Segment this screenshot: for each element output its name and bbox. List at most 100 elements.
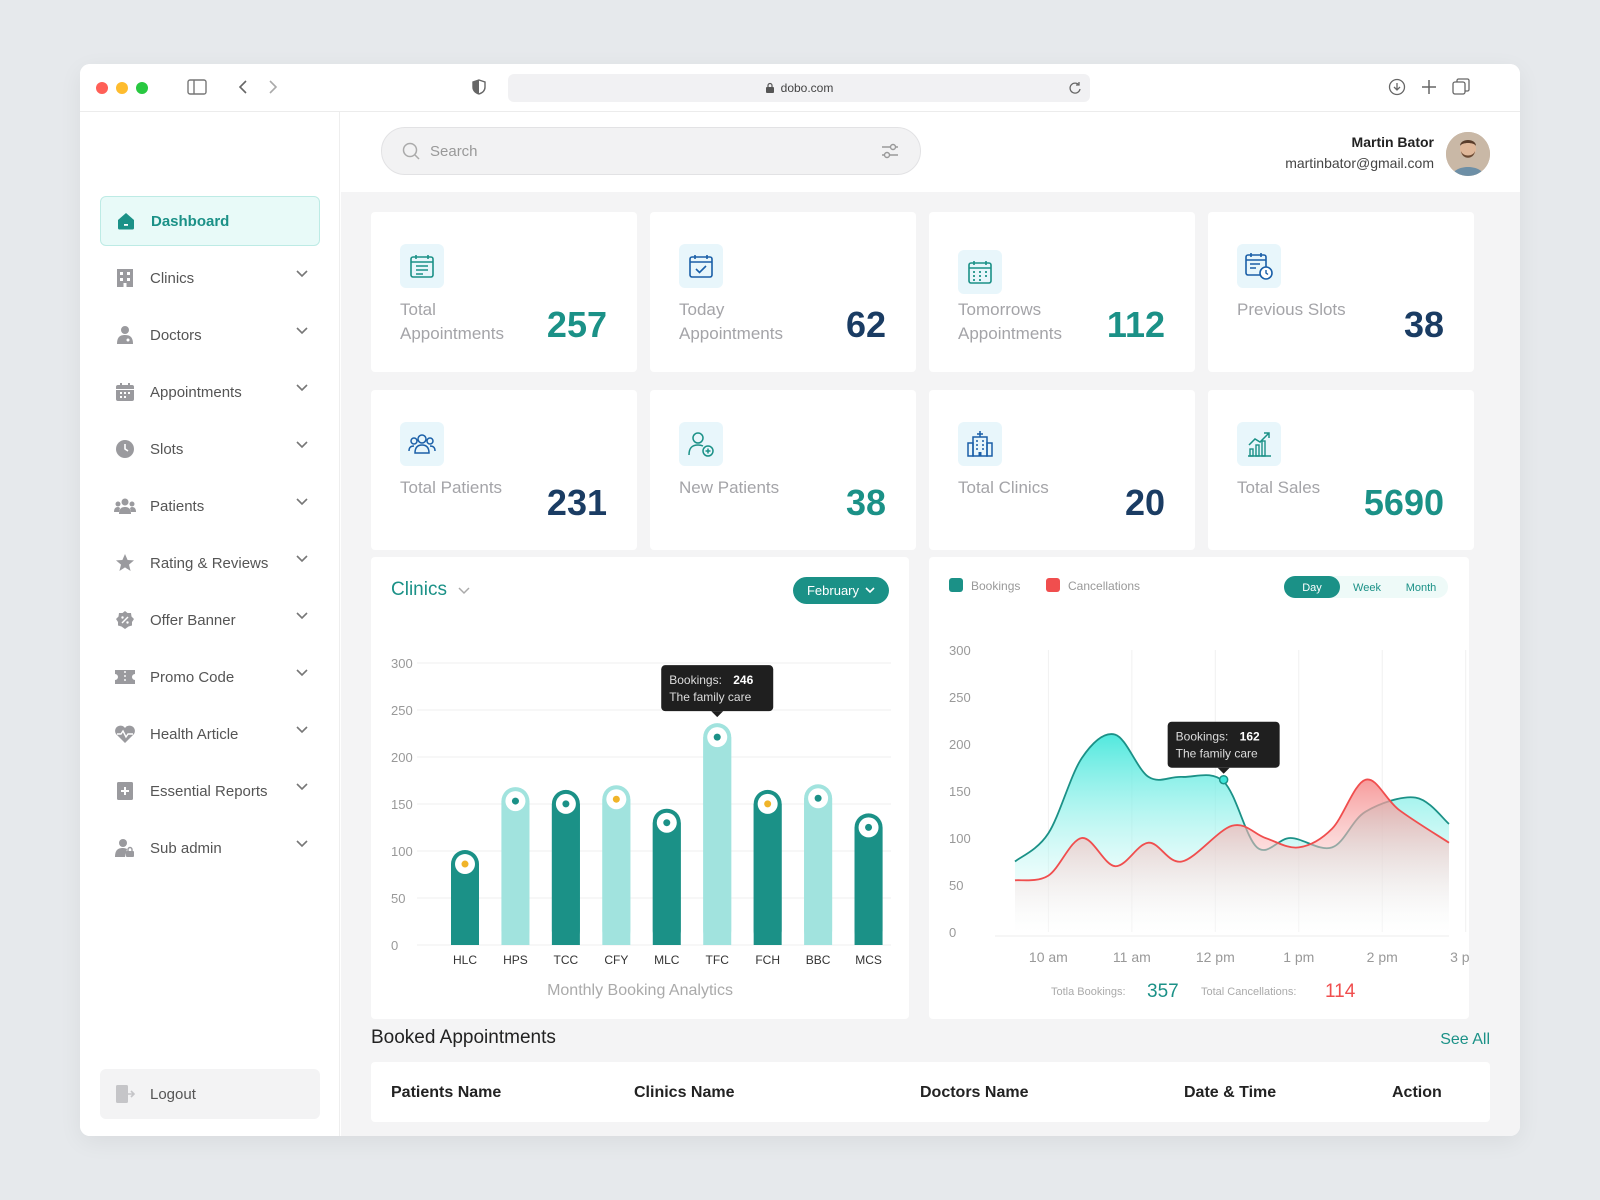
sidebar-item-label: Health Article — [150, 725, 239, 743]
clinics-chart-title-dropdown[interactable]: Clinics — [391, 579, 470, 601]
stat-card-total-patients[interactable]: Total Patients 231 — [371, 390, 637, 550]
chevron-down-icon — [296, 669, 308, 677]
stat-card-previous-slots[interactable]: Previous Slots 38 — [1208, 212, 1474, 372]
sidebar-item-rating-reviews[interactable]: Rating & Reviews — [100, 538, 320, 588]
sidebar-item-appointments[interactable]: Appointments — [100, 367, 320, 417]
sidebar-item-patients[interactable]: Patients — [100, 481, 320, 531]
tooltip-arrow — [1217, 767, 1230, 774]
stat-card-total-appointments[interactable]: Total Appointments 257 — [371, 212, 637, 372]
reload-icon[interactable] — [1068, 81, 1082, 95]
tooltip-box — [1167, 721, 1280, 768]
close-window-button[interactable] — [96, 82, 108, 94]
tab-day[interactable]: Day — [1302, 582, 1322, 594]
tab-week[interactable]: Week — [1353, 582, 1381, 594]
month-select[interactable]: February — [793, 577, 889, 604]
y-tick-label: 0 — [391, 938, 398, 953]
clinic-logo-mark — [562, 800, 570, 808]
chevron-down-icon — [296, 270, 308, 278]
stat-label: New Patients — [679, 478, 780, 497]
chevron-down-icon — [296, 555, 308, 563]
tabs-overview-icon[interactable] — [1448, 74, 1474, 100]
stat-card-new-patients[interactable]: New Patients 38 — [650, 390, 916, 550]
back-icon[interactable] — [230, 74, 256, 100]
address-bar[interactable]: dobo.com — [508, 74, 1090, 102]
heart-pulse-icon — [114, 723, 136, 745]
clinics-chart-panel: Clinics February 0 50 100 150 200 250 300 HLC HP… — [371, 557, 909, 1019]
stat-label: Total Patients — [400, 478, 503, 497]
sidebar-item-label: Offer Banner — [150, 611, 236, 629]
stat-card-total-clinics[interactable]: Total Clinics 20 — [929, 390, 1195, 550]
sidebar-item-clinics[interactable]: Clinics — [100, 253, 320, 303]
y-tick-label: 0 — [949, 925, 956, 940]
stat-label: Tomorrows Appointments — [958, 300, 1062, 343]
sidebar-item-offer-banner[interactable]: Offer Banner — [100, 595, 320, 645]
stat-label: Previous Slots — [1237, 300, 1346, 319]
new-tab-icon[interactable] — [1416, 74, 1442, 100]
sidebar-item-promo-code[interactable]: Promo Code — [100, 652, 320, 702]
sidebar-item-sub-admin[interactable]: Sub admin — [100, 823, 320, 873]
browser-window: dobo.com Dashboard Clinics Doctors — [80, 64, 1520, 1136]
total-bookings-value: 357 — [1147, 981, 1179, 1002]
stat-value: 5690 — [1363, 482, 1444, 523]
download-icon[interactable] — [1384, 74, 1410, 100]
sidebar: Dashboard Clinics Doctors Appointments S… — [80, 112, 340, 1136]
column-header[interactable]: Doctors Name — [920, 1084, 1029, 1101]
total-cancellations-value: 114 — [1325, 981, 1356, 1002]
stat-card-today-appointments[interactable]: Today Appointments 62 — [650, 212, 916, 372]
stat-label: Total Appointments — [400, 300, 504, 343]
column-header[interactable]: Date & Time — [1184, 1084, 1277, 1101]
maximize-window-button[interactable] — [136, 82, 148, 94]
calendar-clock-icon — [1237, 244, 1281, 288]
stat-value: 38 — [845, 482, 886, 523]
calendar-grid-icon — [958, 250, 1002, 294]
sidebar-item-slots[interactable]: Slots — [100, 424, 320, 474]
minimize-window-button[interactable] — [116, 82, 128, 94]
legend-cancellations-swatch — [1046, 578, 1060, 592]
booked-appointments-title: Booked Appointments — [371, 1027, 556, 1048]
avatar[interactable] — [1446, 132, 1490, 176]
x-tick-label: MCS — [855, 953, 882, 967]
forward-icon[interactable] — [260, 74, 286, 100]
chart-title: Clinics — [391, 579, 447, 600]
tooltip-label: Bookings: — [669, 673, 722, 687]
x-tick-label: 1 pm — [1283, 949, 1314, 965]
sidebar-item-health-article[interactable]: Health Article — [100, 709, 320, 759]
stat-value: 38 — [1403, 304, 1444, 345]
column-header[interactable]: Action — [1392, 1084, 1442, 1101]
sidebar-item-doctors[interactable]: Doctors — [100, 310, 320, 360]
sidebar-item-label: Clinics — [150, 269, 195, 287]
logout-icon — [114, 1083, 136, 1105]
calendar-check-icon — [679, 244, 723, 288]
tab-month[interactable]: Month — [1406, 582, 1437, 594]
user-name: Martin Bator — [1351, 134, 1434, 150]
bookings-area-chart: Bookings Cancellations Day Week Month 0 50 100 1… — [949, 576, 1469, 1002]
tooltip-label: Bookings: — [1176, 730, 1229, 744]
badge-percent-icon — [114, 609, 136, 631]
bar-tooltip: Bookings: 246 The family care — [661, 665, 774, 718]
chart-caption: Monthly Booking Analytics — [547, 982, 733, 999]
x-tick-label: HLC — [453, 953, 477, 967]
shield-icon[interactable] — [466, 74, 492, 100]
x-tick-label: TFC — [706, 953, 730, 967]
sidebar-toggle-icon[interactable] — [184, 74, 210, 100]
y-tick-label: 50 — [391, 891, 405, 906]
sidebar-item-essential-reports[interactable]: Essential Reports — [100, 766, 320, 816]
filter-sliders-icon[interactable] — [880, 141, 900, 161]
calendar-icon — [114, 381, 136, 403]
column-header[interactable]: Clinics Name — [634, 1084, 735, 1101]
column-header[interactable]: Patients Name — [391, 1084, 502, 1101]
clinic-logo-mark — [612, 795, 620, 803]
see-all-link[interactable]: See All — [1440, 1031, 1490, 1048]
logout-button[interactable]: Logout — [100, 1069, 320, 1119]
sidebar-item-dashboard[interactable]: Dashboard — [100, 196, 320, 246]
stat-value: 257 — [546, 304, 607, 345]
legend-bookings-swatch — [949, 578, 963, 592]
clinic-logo-mark — [511, 797, 519, 805]
x-tick-label: BBC — [806, 953, 831, 967]
stat-card-total-sales[interactable]: Total Sales 5690 — [1208, 390, 1474, 550]
total-bookings-label: Totla Bookings: — [1051, 986, 1126, 998]
y-tick-label: 300 — [949, 643, 971, 658]
bar-base — [551, 803, 580, 945]
search-input[interactable]: Search — [381, 127, 921, 175]
stat-card-tomorrows-appointments[interactable]: Tomorrows Appointments 112 — [929, 212, 1195, 372]
